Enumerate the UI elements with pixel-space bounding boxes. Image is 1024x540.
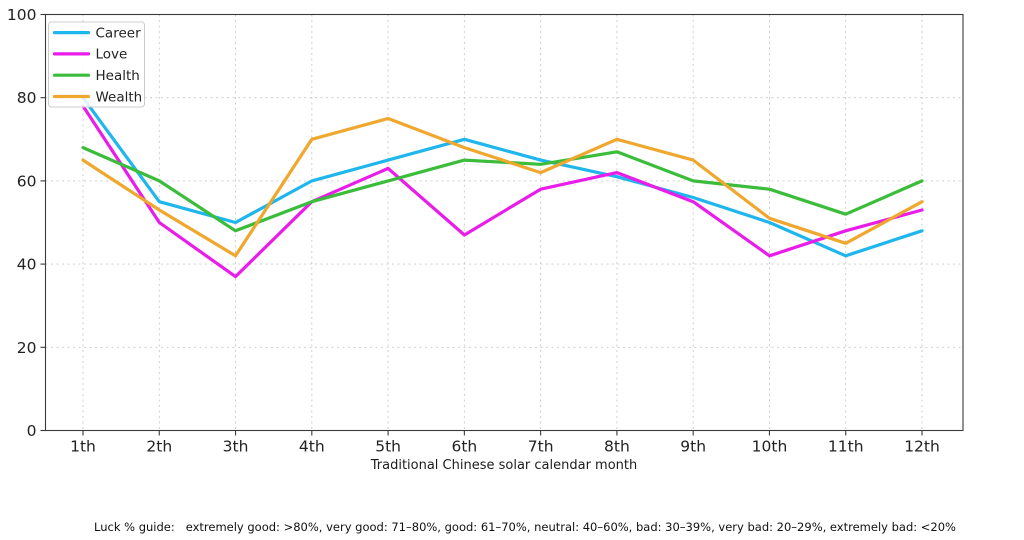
y-tick-label: 0 bbox=[27, 422, 37, 440]
x-tick-label: 12th bbox=[904, 438, 940, 456]
plot-spines bbox=[44, 13, 964, 432]
series-line-health bbox=[81, 146, 924, 233]
series-line-wealth bbox=[81, 116, 924, 258]
legend-label-love: Love bbox=[96, 47, 128, 63]
y-tick-label: 100 bbox=[7, 6, 37, 24]
legend-label-health: Health bbox=[96, 68, 140, 84]
x-tick-label: 11th bbox=[828, 438, 864, 456]
x-tick-label: 9th bbox=[680, 438, 706, 456]
x-tick-label: 1th bbox=[70, 438, 96, 456]
x-axis-title: Traditional Chinese solar calendar month bbox=[370, 458, 638, 473]
y-tick-label: 80 bbox=[17, 89, 37, 107]
legend-label-career: Career bbox=[96, 25, 142, 41]
line-chart-svg: 0 20 40 60 80 100 1th 2th 3th 4th 5th 6th 7th 8th 9th 1… bbox=[7, 6, 964, 473]
legend-label-wealth: Wealth bbox=[96, 89, 143, 105]
x-tick-label: 4th bbox=[299, 438, 325, 456]
y-tick-label: 40 bbox=[17, 256, 37, 274]
legend-box bbox=[48, 21, 145, 108]
x-tick-label: 5th bbox=[375, 438, 401, 456]
y-tick-label: 20 bbox=[17, 339, 37, 357]
x-tick-label: 8th bbox=[604, 438, 630, 456]
series-line-career bbox=[81, 96, 924, 258]
series-line-love bbox=[81, 104, 924, 279]
x-tick-label: 3th bbox=[223, 438, 249, 456]
y-tick-label: 60 bbox=[17, 172, 37, 190]
x-tick-label: 10th bbox=[752, 438, 788, 456]
luck-guide-caption: Luck % guide: extremely good: >80%, very… bbox=[94, 520, 956, 534]
x-tick-label: 7th bbox=[528, 438, 554, 456]
x-tick-label: 2th bbox=[146, 438, 172, 456]
x-tick-label: 6th bbox=[451, 438, 477, 456]
